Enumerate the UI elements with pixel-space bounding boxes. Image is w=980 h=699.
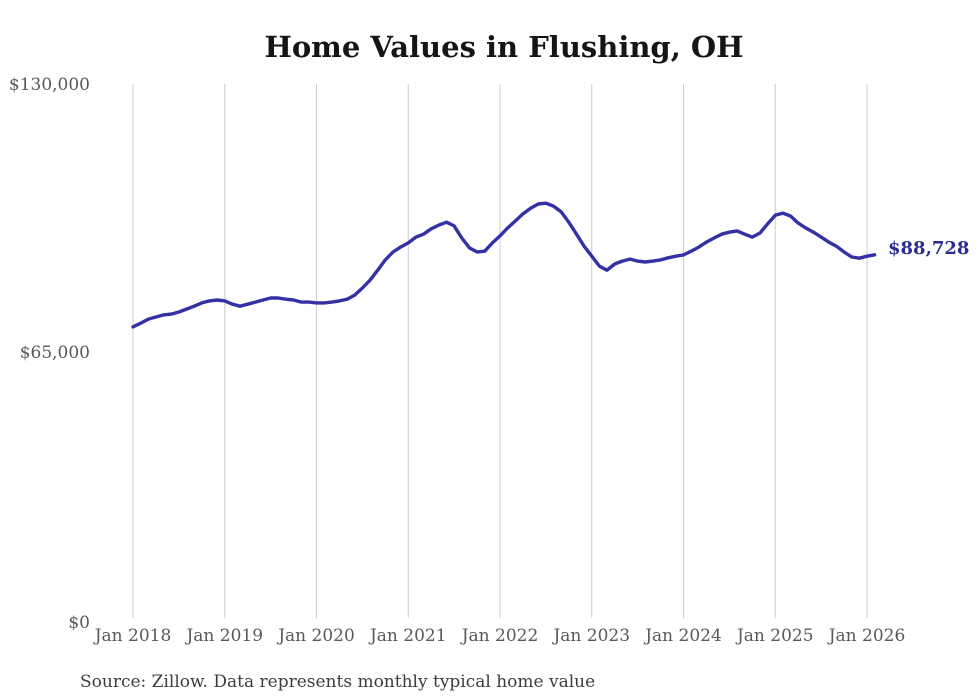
y-tick-label-130000: $130,000 bbox=[9, 75, 90, 95]
source-note: Source: Zillow. Data represents monthly … bbox=[80, 672, 595, 692]
y-tick-label-0: $0 bbox=[68, 613, 90, 633]
gridlines bbox=[132, 84, 868, 618]
value-line bbox=[131, 201, 877, 329]
x-tick-label: Jan 2024 bbox=[643, 626, 722, 646]
chart-title: Home Values in Flushing, OH bbox=[264, 30, 743, 64]
current-value-label: $88,728 bbox=[888, 238, 969, 259]
x-tick-label: Jan 2018 bbox=[93, 626, 172, 646]
x-tick-label: Jan 2020 bbox=[276, 626, 355, 646]
x-tick-label: Jan 2019 bbox=[184, 626, 263, 646]
x-tick-labels: Jan 2018 Jan 2019 Jan 2020 Jan 2021 Jan 2022… bbox=[93, 626, 906, 646]
y-tick-label-65000: $65,000 bbox=[20, 343, 90, 363]
x-tick-label: Jan 2023 bbox=[551, 626, 630, 646]
x-tick-label: Jan 2021 bbox=[368, 626, 447, 646]
x-tick-label: Jan 2026 bbox=[827, 626, 906, 646]
x-tick-label: Jan 2022 bbox=[460, 626, 539, 646]
x-tick-label: Jan 2025 bbox=[735, 626, 814, 646]
